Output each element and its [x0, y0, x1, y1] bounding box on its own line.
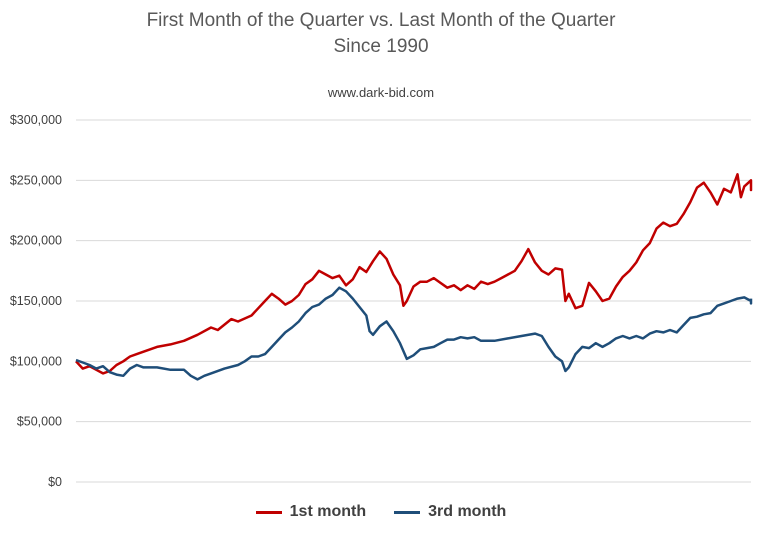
series-line-1st-month	[75, 173, 753, 375]
y-tick-label: $250,000	[10, 173, 62, 187]
chart-title-line1: First Month of the Quarter vs. Last Mont…	[146, 10, 616, 31]
y-tick-label: $50,000	[17, 415, 62, 429]
y-tick-label: $200,000	[10, 234, 62, 248]
y-tick-label: $0	[48, 475, 62, 489]
y-axis-tick-labels: $0 $50,000 $100,000 $150,000 $200,000 $250,00…	[10, 113, 62, 489]
chart-subtitle: www.dark-bid.com	[327, 85, 435, 100]
series-lines	[75, 173, 753, 381]
legend-swatch-3rd-month	[394, 510, 421, 514]
legend: 1st month 3rd month	[0, 503, 762, 521]
chart-title-line2: Since 1990	[333, 36, 429, 57]
legend-swatch-1st-month	[255, 510, 282, 514]
gridlines	[76, 119, 751, 483]
legend-label-1st-month: 1st month	[289, 503, 367, 520]
y-tick-label: $100,000	[10, 354, 62, 368]
y-tick-label: $150,000	[10, 294, 62, 308]
series-line-3rd-month	[75, 286, 753, 381]
y-tick-label: $300,000	[10, 113, 62, 127]
legend-item-3rd-month: 3rd month	[394, 503, 506, 521]
legend-item-1st-month: 1st month	[255, 503, 367, 521]
legend-label-3rd-month: 3rd month	[428, 503, 507, 520]
